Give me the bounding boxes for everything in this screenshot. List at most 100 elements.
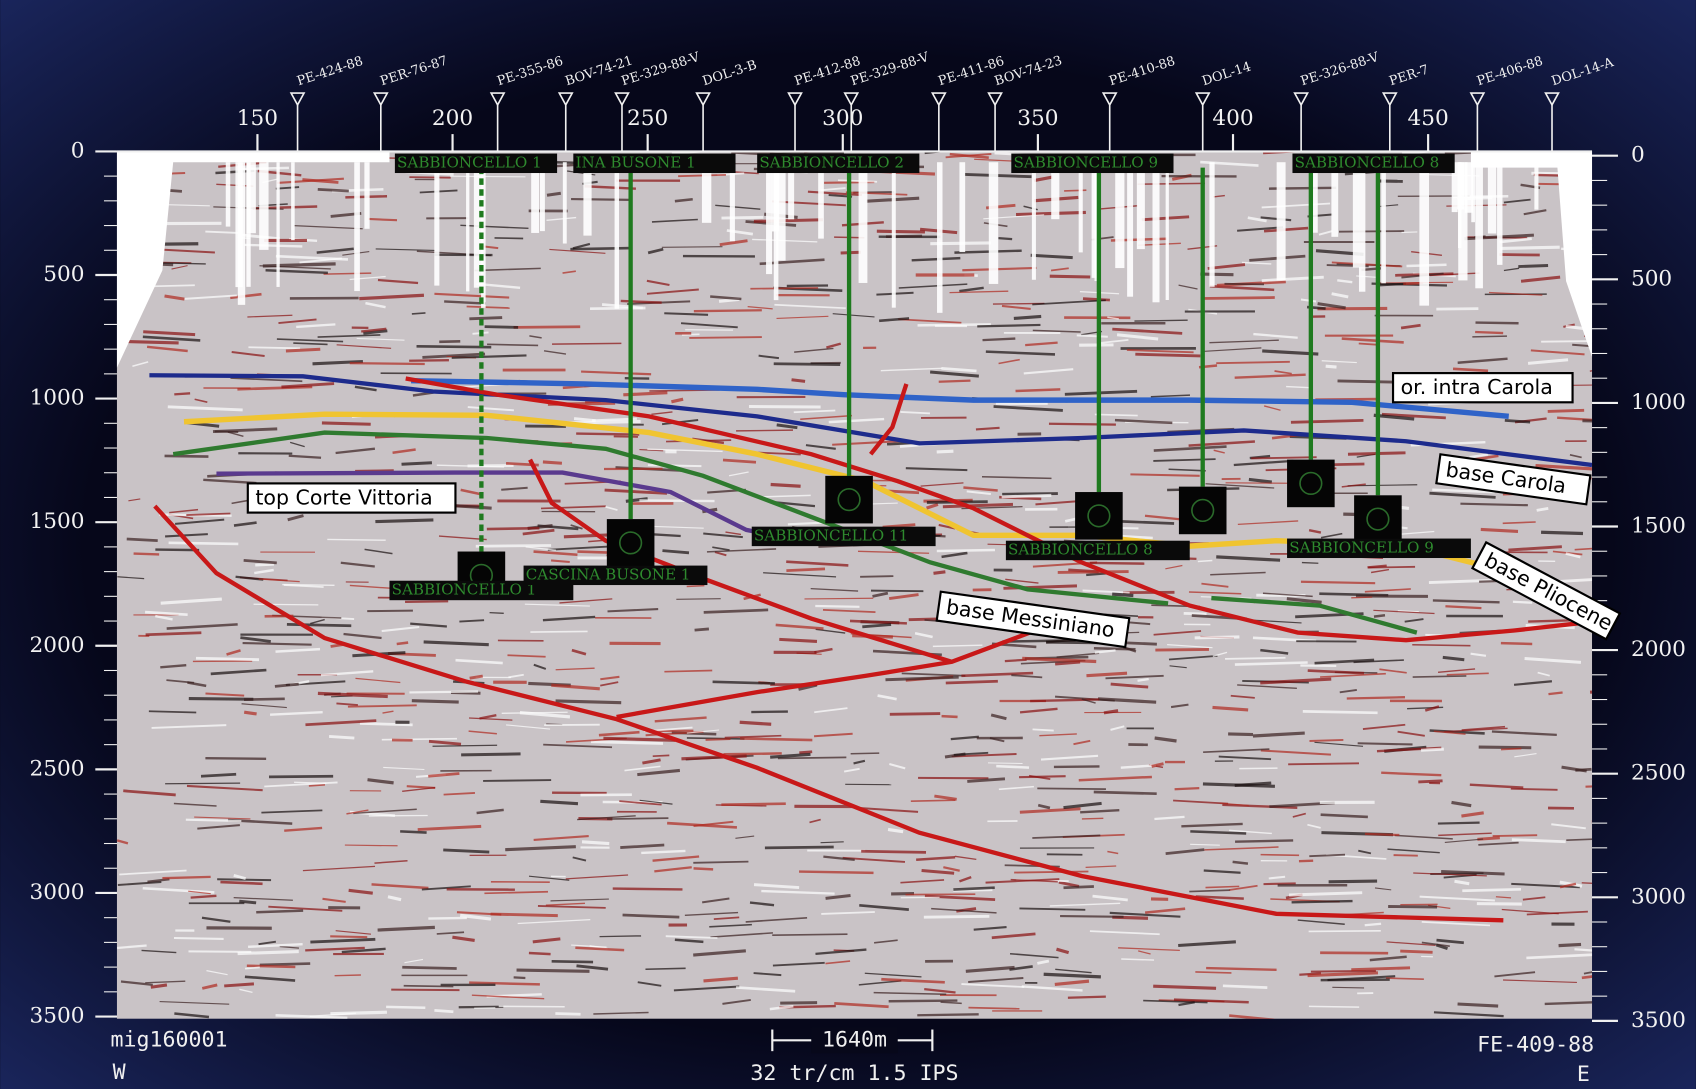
reflector xyxy=(310,618,325,625)
reflector xyxy=(1581,975,1593,980)
reflector xyxy=(261,809,323,814)
reflector xyxy=(998,785,1034,791)
reflector xyxy=(693,867,714,871)
reflector xyxy=(1081,698,1096,704)
reflector xyxy=(870,589,924,593)
reflector xyxy=(1030,253,1073,260)
reflector xyxy=(1229,1014,1275,1019)
reflector xyxy=(469,316,503,321)
mute-spike xyxy=(1152,162,1160,303)
reflector xyxy=(1364,832,1400,837)
reflector xyxy=(237,385,313,391)
reflector xyxy=(1574,547,1593,551)
reflector xyxy=(1178,940,1236,948)
reflector xyxy=(128,498,141,502)
reflector xyxy=(728,471,749,477)
reflector xyxy=(680,322,738,329)
well-symbol xyxy=(489,92,506,107)
reflector xyxy=(1222,984,1268,989)
horizon xyxy=(172,430,1169,606)
mute-zone xyxy=(1470,151,1593,357)
reflector xyxy=(402,965,457,970)
well-symbol xyxy=(1101,92,1118,107)
reflector xyxy=(1030,698,1100,703)
reflector xyxy=(1260,677,1332,685)
reflector xyxy=(117,881,162,886)
reflector xyxy=(1229,829,1272,835)
reflector xyxy=(343,632,382,640)
mute-spike xyxy=(1331,162,1339,237)
reflector xyxy=(1502,521,1536,525)
reflector xyxy=(1491,730,1557,737)
reflector xyxy=(1401,530,1435,535)
reflector xyxy=(1019,775,1066,779)
reflector xyxy=(1015,210,1086,217)
reflector xyxy=(954,249,1022,254)
reflector xyxy=(1351,966,1411,972)
reflector xyxy=(880,367,943,372)
reflector xyxy=(603,736,676,742)
reflector xyxy=(171,265,188,270)
reflector xyxy=(550,559,570,563)
reflector xyxy=(1558,942,1582,948)
well-target xyxy=(1191,498,1215,523)
reflector xyxy=(1080,808,1120,814)
reflector xyxy=(772,961,825,967)
reflector xyxy=(1212,194,1225,198)
reflector xyxy=(1274,370,1292,375)
reflector xyxy=(1109,911,1181,918)
reflector xyxy=(1472,335,1507,338)
horizon xyxy=(869,383,909,456)
reflector xyxy=(1499,253,1540,257)
reflector xyxy=(1309,738,1344,742)
reflector xyxy=(530,630,588,633)
reflector xyxy=(1134,319,1188,322)
reflector xyxy=(828,417,885,424)
reflector xyxy=(1064,189,1087,192)
reflector xyxy=(1183,611,1207,616)
reflector xyxy=(392,448,416,454)
reflector xyxy=(1381,412,1446,420)
reflector xyxy=(571,648,587,656)
reflector xyxy=(528,875,570,881)
reflector xyxy=(1178,284,1198,290)
reflector xyxy=(791,378,806,383)
reflector xyxy=(832,313,875,318)
reflector xyxy=(1339,688,1357,694)
well-target xyxy=(837,487,861,512)
reflector xyxy=(959,286,984,293)
reflector xyxy=(887,489,920,495)
reflector xyxy=(1174,787,1200,791)
mute-spike xyxy=(1276,162,1286,281)
reflector xyxy=(770,752,811,759)
reflector xyxy=(258,940,277,946)
reflector xyxy=(1103,709,1119,715)
reflector xyxy=(444,300,486,305)
reflector xyxy=(164,294,185,301)
reflector xyxy=(954,855,977,861)
reflector xyxy=(1194,635,1240,640)
reflector xyxy=(1514,752,1537,758)
reflector xyxy=(923,914,990,919)
reflector xyxy=(119,869,187,876)
reflector xyxy=(1478,745,1532,750)
reflector xyxy=(145,610,188,617)
reflector xyxy=(274,682,299,688)
reflector xyxy=(1524,656,1582,664)
reflector xyxy=(1022,656,1097,664)
reflector xyxy=(665,935,718,939)
reflector xyxy=(1200,296,1275,300)
mute-spike xyxy=(776,162,786,261)
reflector xyxy=(693,309,762,313)
reflector xyxy=(235,575,264,581)
horizon xyxy=(616,627,1040,720)
reflector xyxy=(336,702,358,707)
reflector xyxy=(1118,947,1180,952)
reflector xyxy=(753,883,800,890)
reflector xyxy=(1116,333,1159,341)
reflector xyxy=(787,521,824,526)
mute-spike xyxy=(237,162,246,305)
reflector xyxy=(622,913,680,919)
mute-spike xyxy=(1464,162,1474,213)
reflector xyxy=(197,824,240,830)
